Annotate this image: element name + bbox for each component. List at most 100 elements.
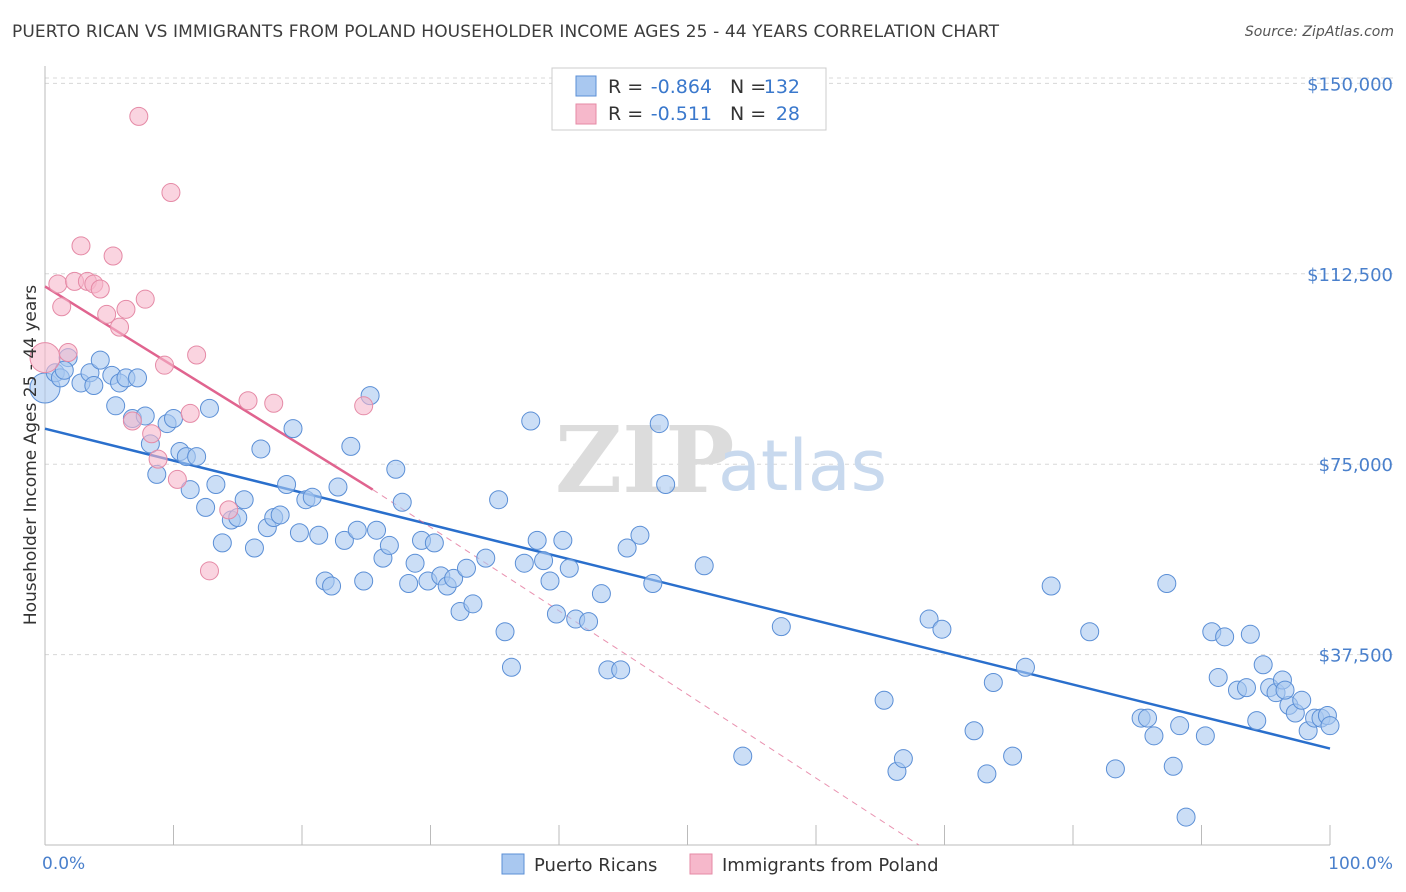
legend-n-label: N =: [730, 76, 766, 98]
point-puerto-rican: [251, 439, 271, 459]
point-poland: [161, 183, 181, 203]
point-puerto-rican: [1195, 726, 1215, 746]
grid-lines: [45, 77, 1395, 656]
point-poland: [180, 403, 200, 423]
point-poland: [264, 393, 284, 413]
point-puerto-rican: [521, 411, 541, 431]
point-puerto-rican: [206, 475, 226, 495]
point-poland: [167, 469, 187, 489]
series-legend: Puerto Ricans Immigrants from Poland: [501, 853, 939, 876]
point-puerto-rican: [771, 617, 791, 637]
point-puerto-rican: [180, 480, 200, 500]
point-puerto-rican: [919, 609, 939, 629]
point-puerto-rican: [649, 414, 669, 434]
point-puerto-rican: [1170, 716, 1190, 736]
legend-r-value: -0.511: [651, 103, 712, 125]
point-puerto-rican: [1236, 678, 1256, 698]
correlation-legend: R = -0.864 N = 132 R = -0.511 N = 28: [551, 67, 827, 131]
point-puerto-rican: [1208, 667, 1228, 687]
point-puerto-rican: [656, 475, 676, 495]
point-puerto-rican: [164, 408, 183, 428]
point-puerto-rican: [199, 398, 219, 418]
point-puerto-rican: [277, 475, 297, 495]
x-tick-label: 0.0%: [42, 854, 85, 874]
watermark-atlas: atlas: [718, 425, 887, 507]
point-poland: [52, 297, 72, 317]
chart-title: PUERTO RICAN VS IMMIGRANTS FROM POLAND H…: [12, 22, 1000, 42]
trend-lines: [44, 285, 1331, 846]
point-poland: [199, 561, 219, 581]
point-puerto-rican: [309, 525, 329, 545]
point-puerto-rican: [334, 530, 354, 550]
x-tick-labels: 0.0% 100.0%: [42, 854, 1393, 874]
legend-n-value: 28: [776, 103, 800, 125]
point-puerto-rican: [514, 553, 534, 573]
legend-r-label: R =: [608, 103, 643, 125]
trend-line-poland-extension: [372, 489, 920, 846]
point-poland: [110, 317, 130, 337]
point-puerto-rican: [367, 520, 387, 540]
y-tick-label: $150,000: [1307, 74, 1393, 95]
point-puerto-rican: [341, 436, 361, 456]
point-puerto-rican: [187, 447, 207, 467]
point-puerto-rican: [1247, 711, 1267, 731]
source-credit: Source: ZipAtlas.com: [1244, 24, 1394, 40]
point-puerto-rican: [1105, 759, 1125, 779]
point-puerto-rican: [347, 520, 367, 540]
point-poland: [219, 500, 239, 520]
point-puerto-rican: [196, 497, 216, 517]
point-puerto-rican: [379, 535, 399, 555]
point-puerto-rican: [1163, 756, 1183, 776]
point-puerto-rican: [527, 530, 547, 550]
point-poland: [122, 411, 142, 431]
legend-n-label: N =: [730, 103, 766, 125]
point-puerto-rican: [559, 558, 579, 578]
point-puerto-rican: [234, 490, 254, 510]
point-puerto-rican: [328, 477, 348, 497]
point-puerto-rican: [270, 505, 290, 525]
point-puerto-rican: [90, 350, 110, 370]
point-puerto-rican: [322, 576, 342, 596]
legend-r-value: -0.864: [651, 76, 712, 98]
point-puerto-rican: [964, 721, 984, 741]
point-puerto-rican: [540, 571, 560, 591]
point-puerto-rican: [1138, 708, 1158, 728]
point-poland: [116, 299, 136, 319]
point-puerto-rican: [977, 764, 997, 784]
point-puerto-rican: [392, 492, 412, 512]
point-puerto-rican: [591, 584, 611, 604]
point-puerto-rican: [932, 619, 952, 639]
y-axis-label: Householder Income Ages 25 - 44 years: [21, 285, 41, 625]
point-poland: [103, 246, 123, 266]
point-poland: [71, 236, 91, 256]
point-poland: [187, 345, 207, 365]
point-puerto-rican: [1240, 624, 1260, 644]
point-puerto-rican: [283, 419, 303, 439]
point-puerto-rican: [553, 530, 573, 550]
y-tick-label: $112,500: [1307, 265, 1393, 286]
point-puerto-rican: [643, 574, 663, 594]
x-tick-label: 100.0%: [1328, 854, 1393, 874]
point-puerto-rican: [386, 459, 406, 479]
legend-box: [551, 67, 827, 131]
point-puerto-rican: [501, 657, 521, 677]
legend-r-label: R =: [608, 76, 643, 98]
point-puerto-rican: [611, 660, 631, 680]
point-poland: [48, 274, 68, 294]
watermark-zip: ZIP: [555, 406, 734, 514]
point-puerto-rican: [244, 538, 264, 558]
legend-swatch-poland: [689, 853, 713, 875]
point-puerto-rican: [212, 533, 232, 553]
trend-line-puerto-ricans: [44, 427, 1331, 750]
point-puerto-rican: [444, 568, 464, 588]
point-poland: [238, 391, 258, 411]
point-poland: [354, 396, 374, 416]
point-puerto-rican: [128, 368, 148, 388]
point-puerto-rican: [1080, 622, 1100, 642]
point-puerto-rican: [405, 553, 425, 573]
point-puerto-rican: [893, 749, 913, 769]
point-poland: [155, 355, 175, 375]
point-poland: [90, 279, 110, 299]
point-puerto-rican: [617, 538, 637, 558]
